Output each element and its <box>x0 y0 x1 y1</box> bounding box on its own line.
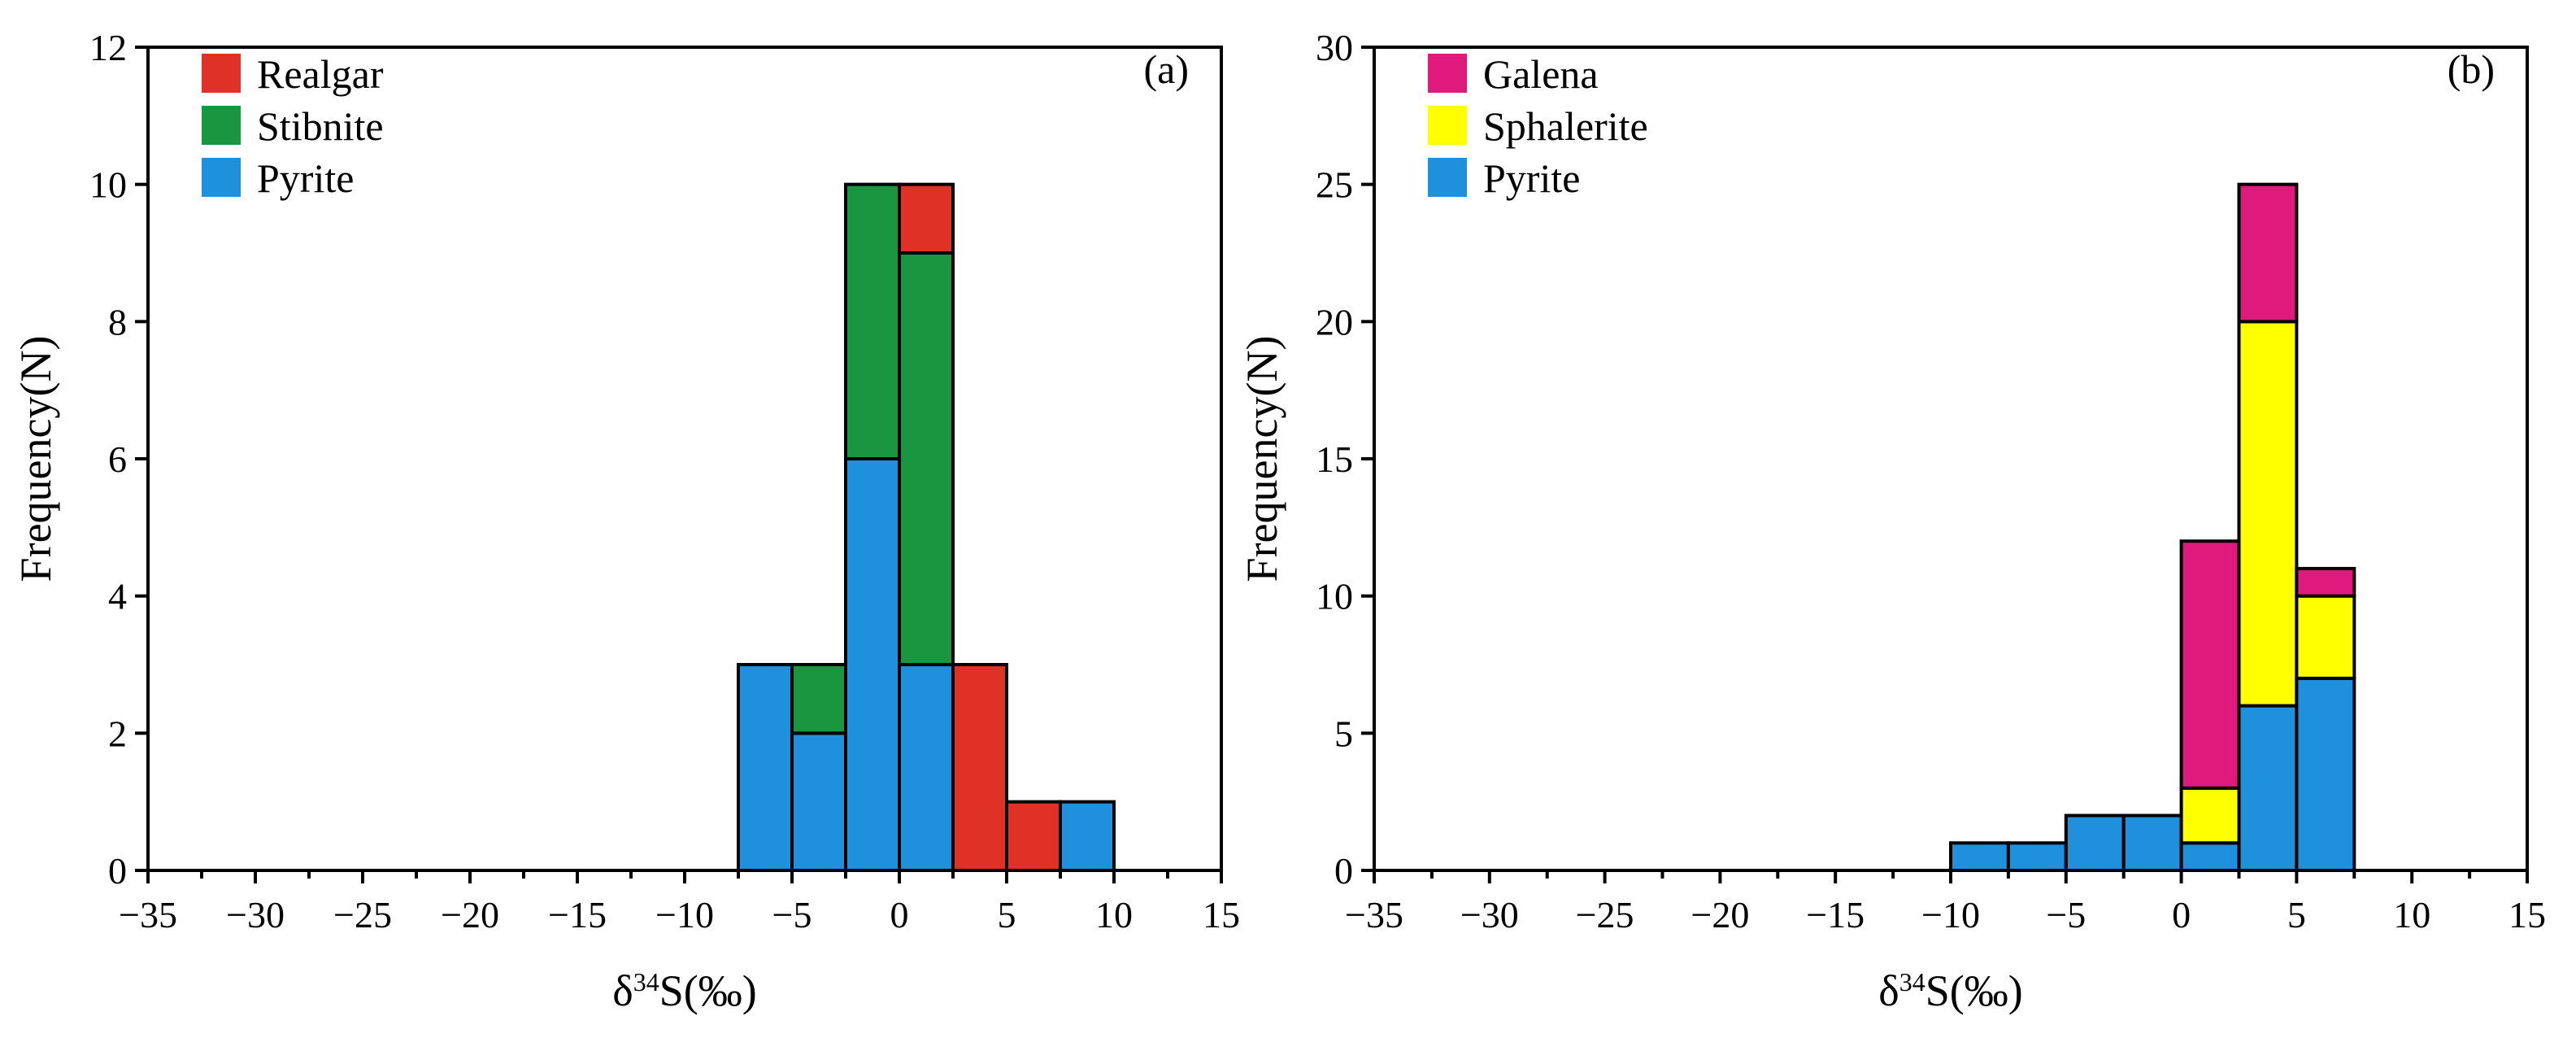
y-tick-label: 0 <box>1334 850 1353 892</box>
x-tick-label: 10 <box>1095 894 1133 935</box>
x-tick-label: −20 <box>441 894 499 935</box>
y-tick-label: 5 <box>1334 713 1353 754</box>
y-tick-label: 6 <box>108 438 127 480</box>
bar-stibnite-bin-1 <box>790 663 847 735</box>
bar-sphalerite-bin-4 <box>2179 786 2241 845</box>
bar-pyrite-bin-2 <box>844 457 901 872</box>
x-tick-label: 15 <box>2509 894 2546 935</box>
legend-label-pyrite: Pyrite <box>257 155 354 201</box>
y-tick-label: 15 <box>1316 438 1353 480</box>
legend-swatch-sphalerite <box>1428 106 1467 145</box>
y-ticks: 0 2 4 6 8 10 12 <box>89 27 148 892</box>
bar-stibnite-bin-3 <box>898 251 955 666</box>
x-tick-label: −35 <box>1345 894 1403 935</box>
y-tick-label: 8 <box>108 301 127 342</box>
x-tick-label: −30 <box>226 894 285 935</box>
legend-swatch-pyrite <box>202 158 241 197</box>
legend-label-realgar: Realgar <box>257 51 384 97</box>
legend-swatch-pyrite <box>1428 158 1467 197</box>
y-axis-title: Frequency(N) <box>1238 336 1286 582</box>
bar-realgar-bin-5 <box>1005 800 1062 873</box>
bar-realgar-bin-4 <box>951 663 1008 872</box>
bar-pyrite-bin-0 <box>737 663 794 872</box>
x-tick-label: −10 <box>1921 894 1980 935</box>
bar-galena-bin-4 <box>2179 539 2241 790</box>
chart-panel-b: −35 −30 −25 −20 −15 −10 −5 0 5 10 15 051015202530 … <box>1238 27 2546 1015</box>
bars-group <box>737 182 1116 873</box>
chart-panel-a: −35 −30 −25 −20 −15 −10 −5 0 5 10 15 0 2 4 6 8 10 12 (a)… <box>11 27 1240 1015</box>
x-tick-label: −15 <box>548 894 607 935</box>
x-tick-label: −35 <box>119 894 177 935</box>
bar-pyrite-bin-2 <box>2064 813 2126 872</box>
legend-label-pyrite: Pyrite <box>1483 155 1580 201</box>
legend-swatch-stibnite <box>202 106 241 145</box>
y-tick-label: 12 <box>89 27 127 68</box>
bar-galena-bin-6 <box>2295 566 2356 598</box>
bar-pyrite-bin-3 <box>2121 813 2183 872</box>
bar-pyrite-bin-5 <box>2237 704 2299 872</box>
x-ticks: −35 −30 −25 −20 −15 −10 −5 0 5 10 15 <box>119 870 1240 935</box>
bar-pyrite-bin-1 <box>790 731 847 872</box>
bar-pyrite-bin-3 <box>898 663 955 872</box>
legend-label-sphalerite: Sphalerite <box>1483 103 1648 149</box>
x-tick-label: 0 <box>890 894 909 935</box>
x-tick-label: −10 <box>655 894 714 935</box>
panel-label: (b) <box>2448 46 2495 92</box>
x-tick-label: 5 <box>2287 894 2306 935</box>
panel-label: (a) <box>1144 46 1190 92</box>
legend-swatch-realgar <box>202 54 241 93</box>
x-tick-label: −20 <box>1690 894 1749 935</box>
y-tick-label: 10 <box>89 164 127 206</box>
y-tick-label: 0 <box>108 850 127 892</box>
x-tick-label: 10 <box>2393 894 2430 935</box>
y-tick-label: 4 <box>108 576 127 617</box>
legend-swatch-galena <box>1428 54 1467 93</box>
x-axis-title: δ34S(‰) <box>612 966 756 1015</box>
x-tick-label: −5 <box>2046 894 2086 935</box>
bar-pyrite-bin-6 <box>1059 800 1116 873</box>
x-ticks: −35 −30 −25 −20 −15 −10 −5 0 5 10 15 <box>1345 870 2546 935</box>
x-tick-label: −30 <box>1460 894 1519 935</box>
bar-pyrite-bin-0 <box>1949 841 2010 873</box>
legend: Galena Sphalerite Pyrite <box>1428 51 1648 201</box>
bar-realgar-bin-3 <box>898 182 955 255</box>
x-tick-label: 15 <box>1203 894 1240 935</box>
bar-pyrite-bin-6 <box>2295 676 2356 872</box>
bar-pyrite-bin-4 <box>2179 841 2241 873</box>
y-tick-label: 30 <box>1316 27 1353 68</box>
bar-sphalerite-bin-5 <box>2237 320 2299 708</box>
legend-label-galena: Galena <box>1483 51 1599 97</box>
bar-galena-bin-5 <box>2237 182 2299 324</box>
bar-stibnite-bin-2 <box>844 182 901 461</box>
legend-label-stibnite: Stibnite <box>257 103 384 149</box>
x-tick-label: 5 <box>998 894 1016 935</box>
y-tick-label: 10 <box>1316 576 1353 617</box>
y-tick-label: 20 <box>1316 301 1353 342</box>
x-tick-label: 0 <box>2172 894 2191 935</box>
legend: Realgar Stibnite Pyrite <box>202 51 384 201</box>
x-tick-label: −25 <box>1576 894 1634 935</box>
x-axis-title: δ34S(‰) <box>1878 966 2022 1015</box>
x-tick-label: −15 <box>1806 894 1865 935</box>
y-axis-title: Frequency(N) <box>11 336 60 582</box>
x-tick-label: −25 <box>333 894 392 935</box>
y-tick-label: 25 <box>1316 164 1353 206</box>
y-tick-label: 2 <box>108 713 127 754</box>
x-tick-label: −5 <box>772 894 812 935</box>
y-ticks: 0 5 10 15 20 25 30 <box>1316 27 1374 892</box>
bar-pyrite-bin-1 <box>2006 841 2068 873</box>
bars-group <box>1949 182 2356 873</box>
bar-sphalerite-bin-6 <box>2295 594 2356 680</box>
